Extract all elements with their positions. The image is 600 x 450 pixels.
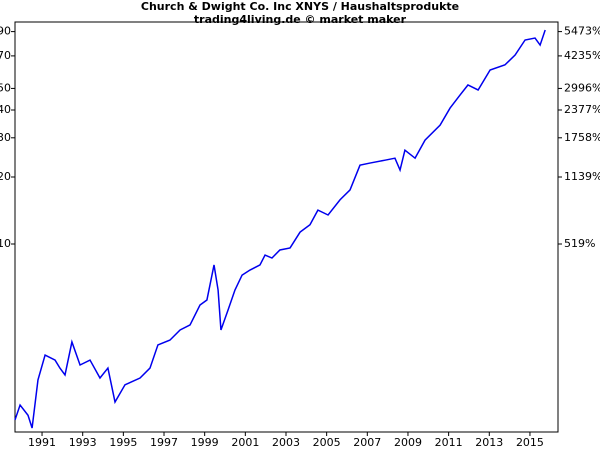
x-tick-label: 2011 <box>435 436 463 449</box>
x-tick-label: 2015 <box>516 436 544 449</box>
chart-title: Church & Dwight Co. Inc XNYS / Haushalts… <box>141 0 459 13</box>
y2-tick-label: 5473% <box>564 25 600 38</box>
plot-frame <box>14 21 559 433</box>
y2-tick-label: 2377% <box>564 103 600 116</box>
x-tick-label: 2001 <box>231 436 259 449</box>
y2-tick-label: 519% <box>564 237 595 250</box>
y-tick-label: 70 <box>0 49 11 62</box>
x-tick-label: 2005 <box>313 436 341 449</box>
y2-tick-label: 1139% <box>564 170 600 183</box>
x-tick-label: 1995 <box>109 436 137 449</box>
price-line <box>14 29 546 429</box>
x-tick-label: 2013 <box>475 436 503 449</box>
x-tick-label: 1997 <box>150 436 178 449</box>
x-tick-label: 2003 <box>272 436 300 449</box>
y-tick-label: 10 <box>0 237 11 250</box>
y-tick-label: 30 <box>0 131 11 144</box>
y2-tick-label: 4235% <box>564 49 600 62</box>
x-tick-label: 2009 <box>394 436 422 449</box>
x-tick-label: 2007 <box>353 436 381 449</box>
x-tick-label: 1999 <box>191 436 219 449</box>
chart-subtitle: trading4living.de © market maker <box>194 13 407 26</box>
y-tick-label: 40 <box>0 103 11 116</box>
y2-tick-label: 2996% <box>564 81 600 94</box>
y2-tick-label: 1758% <box>564 131 600 144</box>
y-tick-label: 90 <box>0 25 11 38</box>
x-tick-label: 1991 <box>28 436 56 449</box>
y-tick-label: 20 <box>0 170 11 183</box>
y-tick-label: 50 <box>0 81 11 94</box>
x-tick-label: 1993 <box>69 436 97 449</box>
